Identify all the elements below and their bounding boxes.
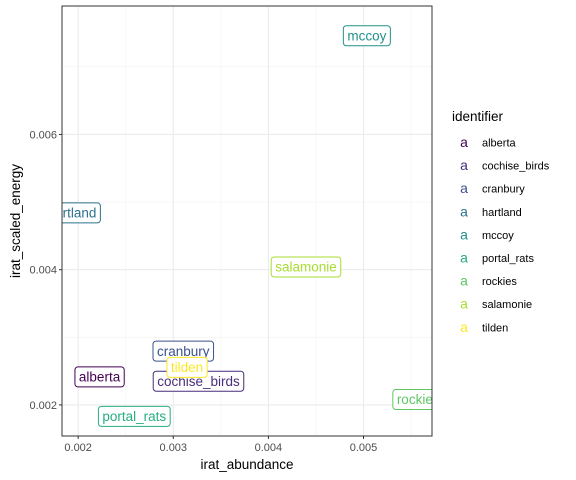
legend-item-portal-rats: a portal_rats — [460, 250, 534, 266]
legend-key-glyph: a — [460, 134, 468, 150]
point-label-box — [342, 25, 391, 47]
point-label-box — [270, 256, 342, 278]
y-tick-label: 0.002 — [29, 400, 57, 412]
legend-item-alberta: a alberta — [460, 134, 516, 150]
legend-label: alberta — [482, 138, 517, 150]
x-tick-label: 0.003 — [160, 442, 188, 454]
point-label-portal-rats: portal_rats — [97, 405, 171, 427]
point-label-text: tilden — [171, 360, 203, 375]
x-axis-title: irat_abundance — [200, 457, 293, 472]
point-label-text: portal_rats — [102, 409, 166, 424]
legend-item-tilden: a tilden — [460, 319, 508, 335]
point-label-salamonie: salamonie — [270, 256, 342, 278]
point-label-rockies: rockies — [392, 388, 440, 410]
legend-item-mccoy: a mccoy — [460, 226, 514, 242]
point-label-alberta: alberta — [74, 366, 125, 388]
x-tick-label: 0.004 — [255, 442, 283, 454]
legend-label: cochise_birds — [482, 161, 550, 173]
plot-area: alberta cochise_birdscranburyhartlandmcco… — [48, 5, 440, 437]
legend-key-glyph: a — [460, 203, 468, 219]
point-label-text: mccoy — [347, 28, 386, 43]
point-label-box — [62, 202, 101, 224]
legend-key-glyph: a — [460, 273, 468, 289]
legend-label: hartland — [482, 207, 522, 219]
legend-label: rockies — [482, 276, 517, 288]
y-axis: 0.002 0.004 0.006 — [29, 129, 62, 412]
point-label-text: cranbury — [157, 344, 210, 359]
legend-item-rockies: a rockies — [460, 273, 517, 289]
grid-lines — [62, 6, 432, 436]
plot-panel-border — [61, 5, 433, 437]
legend-key-glyph: a — [460, 157, 468, 173]
y-tick-label: 0.004 — [29, 265, 57, 277]
legend-key-glyph: a — [460, 296, 468, 312]
plot-background — [62, 6, 432, 436]
legend-label: mccoy — [482, 230, 514, 242]
legend-item-cranbury: a cranbury — [460, 180, 525, 196]
legend-label: portal_rats — [482, 253, 534, 265]
point-label-cranbury: cranbury — [152, 340, 215, 362]
point-label-box — [97, 405, 171, 427]
point-label-hartland: hartland — [48, 202, 101, 224]
y-tick-label: 0.006 — [29, 129, 57, 141]
point-label-text: alberta — [79, 370, 121, 385]
legend-label: salamonie — [482, 299, 532, 311]
point-label-text: salamonie — [275, 260, 337, 275]
point-label-box — [166, 356, 208, 378]
x-axis: 0.002 0.003 0.004 0.005 — [64, 436, 377, 454]
legend-key-glyph: a — [460, 226, 468, 242]
point-labels: alberta cochise_birdscranburyhartlandmcco… — [48, 25, 440, 427]
legend-key-glyph: a — [460, 250, 468, 266]
point-label-box — [74, 366, 125, 388]
point-label-tilden: tilden — [166, 356, 208, 378]
y-axis-title: irat_scaled_energy — [8, 164, 23, 278]
legend-item-salamonie: a salamonie — [460, 296, 532, 312]
legend-label: cranbury — [482, 184, 525, 196]
legend-title: identifier — [452, 109, 504, 124]
point-label-mccoy: mccoy — [342, 25, 391, 47]
legend-key-glyph: a — [460, 319, 468, 335]
legend-item-hartland: a hartland — [460, 203, 522, 219]
legend-key-glyph: a — [460, 180, 468, 196]
point-label-text: rockies — [397, 392, 440, 407]
point-label-text: hartland — [48, 206, 97, 221]
point-label-box — [392, 388, 432, 410]
legend-item-cochise-birds: a cochise_birds — [460, 157, 550, 173]
legend-label: tilden — [482, 322, 508, 334]
x-tick-label: 0.005 — [350, 442, 378, 454]
x-tick-label: 0.002 — [64, 442, 92, 454]
